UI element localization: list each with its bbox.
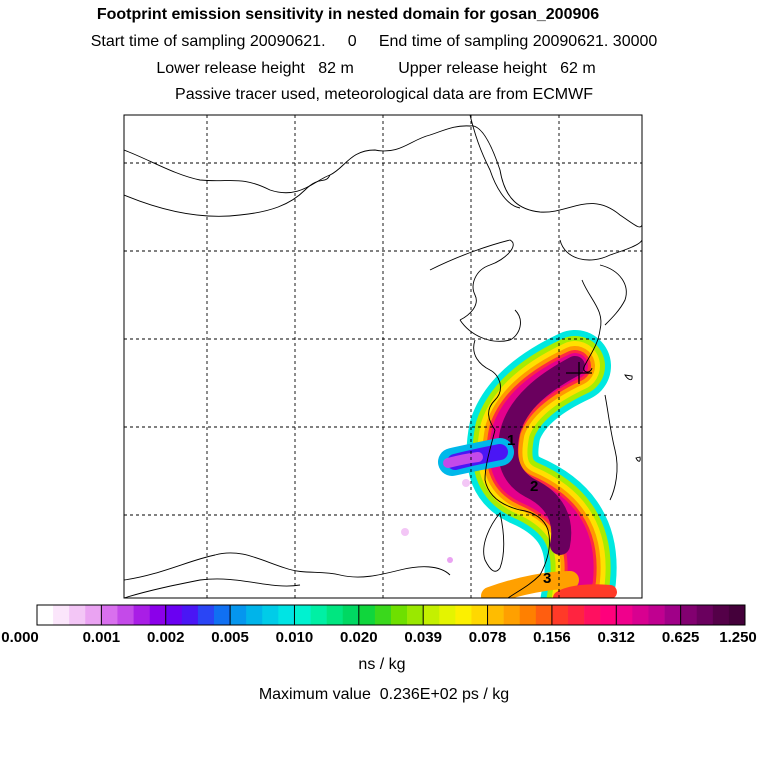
colorbar-cell — [551, 605, 569, 625]
colorbar-cell — [230, 605, 247, 625]
lat-lon-grid — [124, 115, 642, 598]
colorbar-cell — [712, 605, 730, 625]
colorbar-cell — [728, 605, 746, 625]
colorbar-tick-label: 0.002 — [146, 629, 185, 646]
sampling-times: Start time of sampling 20090621. 0 End t… — [90, 33, 658, 50]
colorbar-cell — [664, 605, 681, 625]
colorbar-tick-label: 0.020 — [340, 629, 378, 646]
colorbar-cell — [278, 605, 295, 625]
colorbar-cell — [584, 605, 601, 625]
footprint-plume — [401, 330, 617, 598]
colorbar-cell — [358, 605, 376, 625]
colorbar-cell — [101, 605, 118, 625]
colorbar-cell — [391, 605, 408, 625]
colorbar-cell — [632, 605, 649, 625]
colorbar-cell — [487, 605, 504, 625]
colorbar-cell — [133, 605, 150, 625]
trajectory-label-2: 2 — [530, 478, 538, 495]
colorbar-cell — [246, 605, 263, 625]
colorbar-tick-label: 1.250 — [719, 629, 757, 646]
colorbar-tick-label: 0.005 — [211, 629, 249, 646]
colorbar-cell — [342, 605, 360, 625]
colorbar — [36, 604, 746, 626]
colorbar-cell — [455, 605, 472, 625]
trajectory-label-1: 1 — [507, 432, 515, 449]
colorbar-separators — [100, 605, 682, 625]
map-frame — [123, 114, 643, 599]
tracer-info: Passive tracer used, meteorological data… — [175, 86, 593, 103]
colorbar-cell — [423, 605, 440, 625]
colorbar-cell — [197, 605, 215, 625]
colorbar-cell — [310, 605, 327, 625]
colorbar-cell — [214, 605, 231, 625]
colorbar-cell — [85, 605, 102, 625]
colorbar-cell — [471, 605, 488, 625]
colorbar-cell — [374, 605, 392, 625]
colorbar-cell — [568, 605, 585, 625]
colorbar-cells — [37, 605, 746, 625]
colorbar-tick-label: 0.000 — [1, 629, 39, 646]
colorbar-cell — [117, 605, 134, 625]
colorbar-frame — [36, 604, 746, 626]
receptor-cross-icon — [566, 362, 592, 384]
release-heights: Lower release height 82 m Upper release … — [156, 60, 596, 77]
colorbar-tick-label: 0.001 — [82, 629, 121, 646]
colorbar-cell — [680, 605, 698, 625]
colorbar-cell — [149, 605, 167, 625]
colorbar-cell — [69, 605, 86, 625]
colorbar-cell — [53, 605, 70, 625]
colorbar-cell — [535, 605, 553, 625]
colorbar-tick-label: 0.010 — [275, 629, 314, 646]
colorbar-cell — [696, 605, 714, 625]
colorbar-cell — [294, 605, 311, 625]
colorbar-cell — [503, 605, 521, 625]
colorbar-cell — [600, 605, 617, 625]
colorbar-cell — [326, 605, 344, 625]
coastlines — [124, 115, 642, 598]
colorbar-cell — [407, 605, 424, 625]
colorbar-tick-label: 0.039 — [404, 629, 442, 646]
colorbar-cell — [181, 605, 199, 625]
colorbar-unit: ns / kg — [358, 656, 406, 673]
colorbar-tick-label: 0.156 — [533, 629, 571, 646]
colorbar-tick-label: 0.078 — [468, 629, 507, 646]
colorbar-cell — [262, 605, 279, 625]
plot-title: Footprint emission sensitivity in nested… — [96, 6, 600, 23]
footprint-map: 1 2 3 — [123, 114, 643, 599]
colorbar-cell — [616, 605, 633, 625]
trajectory-label-3: 3 — [543, 570, 551, 587]
maximum-value: Maximum value 0.236E+02 ps / kg — [258, 686, 510, 703]
colorbar-cell — [648, 605, 665, 625]
colorbar-tick-label: 0.625 — [661, 629, 700, 646]
colorbar-cell — [37, 605, 54, 625]
colorbar-cell — [439, 605, 456, 625]
colorbar-tick-label: 0.312 — [597, 629, 636, 646]
colorbar-cell — [165, 605, 183, 625]
colorbar-cell — [519, 605, 537, 625]
